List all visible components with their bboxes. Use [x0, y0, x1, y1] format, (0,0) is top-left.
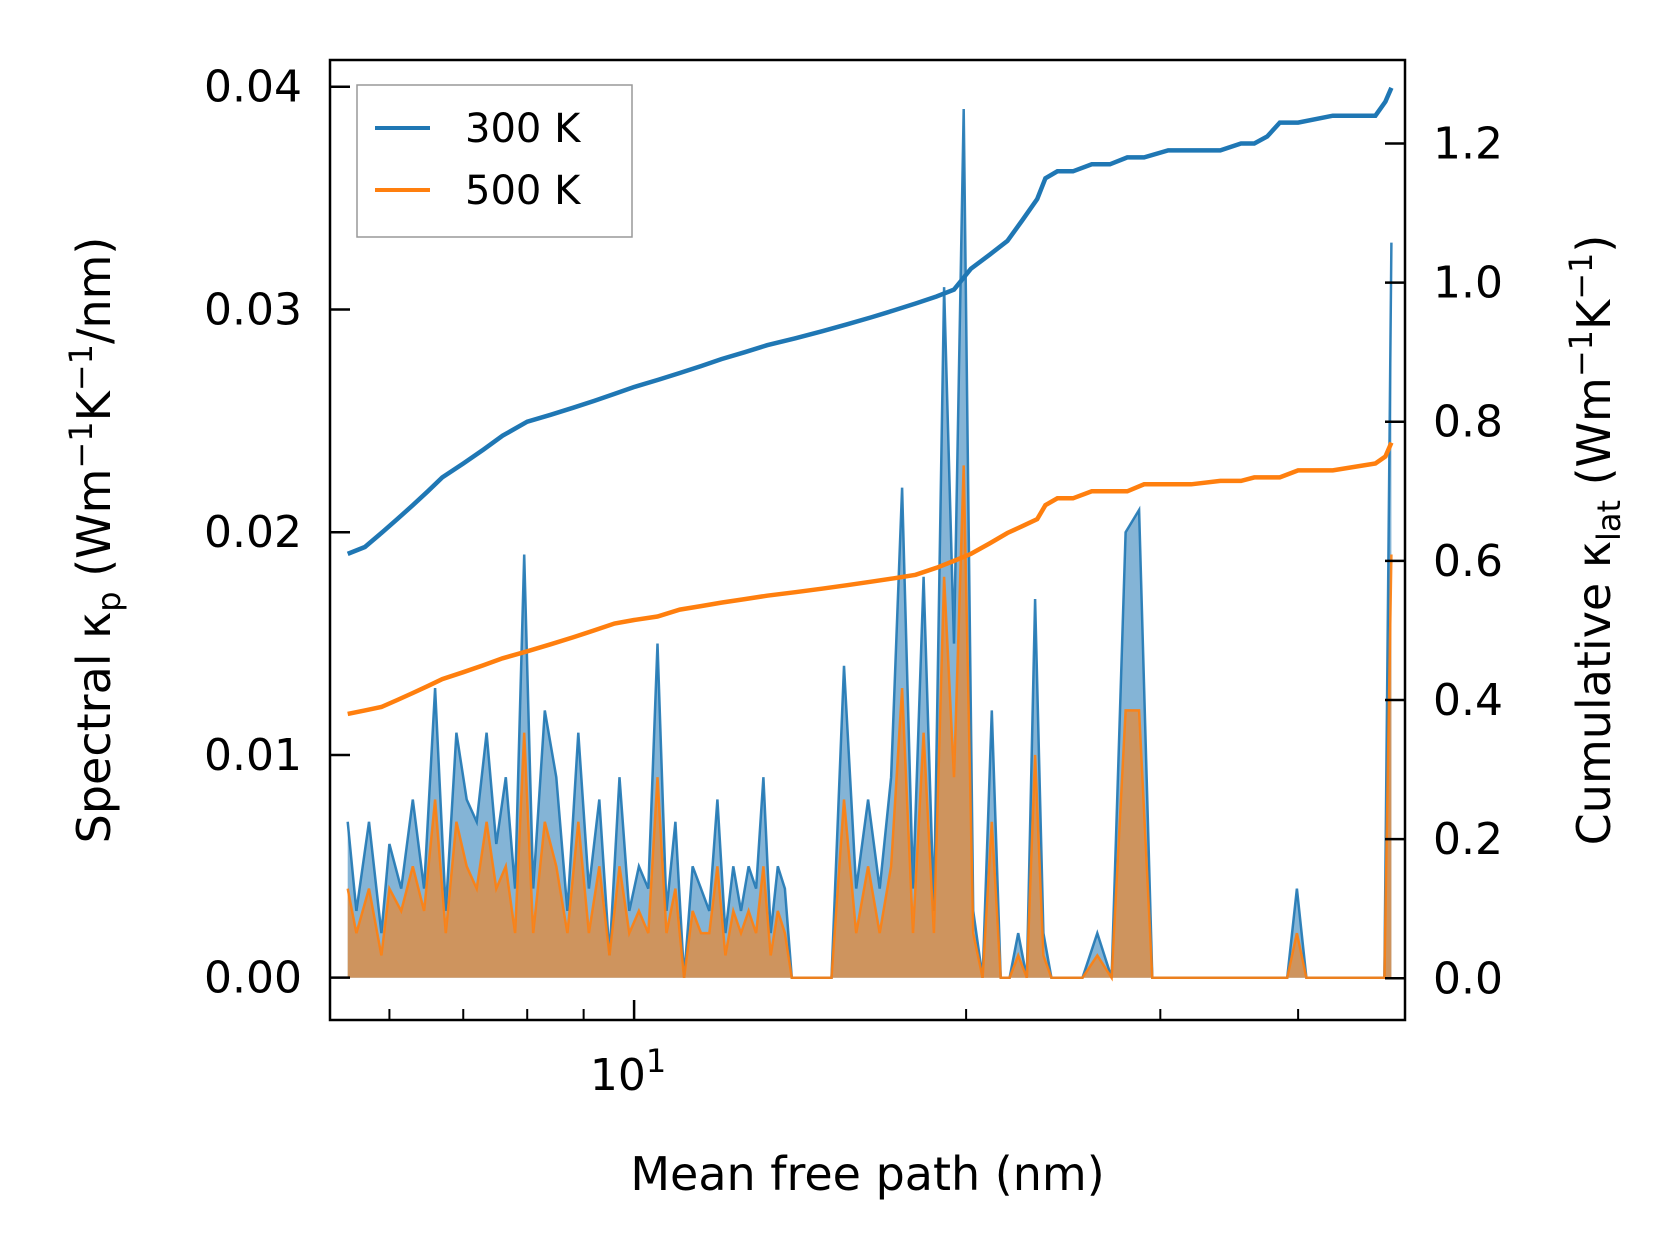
y-right-title-k: K [1567, 298, 1621, 330]
y-left-title-superscript-2: −1 [62, 344, 100, 391]
y-left-tick-label-0: 0.00 [204, 953, 302, 1004]
y-right-tick-label-6: 1.2 [1433, 118, 1503, 169]
x-tick-label-0: 101 [590, 1042, 666, 1101]
cumulative-line-1 [347, 441, 1394, 717]
y-right-tick-label-4: 0.8 [1433, 397, 1503, 448]
y-left-title-subscript: p [90, 591, 128, 611]
y-right-title-superscript-2: −1 [1562, 253, 1600, 300]
cumulative-line-0 [346, 86, 1394, 556]
y-axis-right-title: Cumulative κlat (Wm−1K−1) [1562, 235, 1628, 846]
y-right-title-main: Cumulative κ [1567, 541, 1621, 845]
y-left-tick-label-3: 0.03 [204, 284, 302, 335]
y-left-title-k: K [67, 389, 121, 421]
ticks-layer: 0.00 0.01 0.02 0.03 0.04 0.0 0.2 0.4 0.6 0.8 1.0 1.… [204, 62, 1503, 1101]
y-right-tick-label-5: 1.0 [1433, 258, 1503, 309]
spectral-line-1 [346, 465, 1393, 982]
legend-label-300k: 300 K [465, 106, 582, 152]
x-axis-title: Mean free path (nm) [630, 1147, 1104, 1201]
y-right-title-superscript-1: −1 [1562, 330, 1600, 377]
cumulative-layer [346, 86, 1394, 717]
legend: 300 K 500 K [356, 84, 633, 238]
y-left-tick-label-1: 0.01 [204, 730, 302, 781]
y-left-title-units-open: (Wm [67, 469, 121, 592]
legend-label-500k: 500 K [465, 168, 582, 214]
spectral-area-1 [347, 465, 1392, 978]
y-right-title-units-open: (Wm [1567, 377, 1621, 500]
legend-box [356, 84, 633, 238]
y-left-tick-label-2: 0.02 [204, 507, 302, 558]
y-axis-left-title: Spectral κp (Wm−1K−1/nm) [62, 237, 128, 844]
y-left-title-main: Spectral κ [67, 612, 121, 844]
spectral-layer [346, 108, 1393, 982]
y-left-tick-label-4: 0.04 [204, 62, 302, 113]
x-tick-label-base: 10 [590, 1050, 646, 1101]
y-left-title-superscript-1: −1 [62, 421, 100, 468]
y-right-title-units-close: ) [1567, 235, 1621, 253]
y-left-title-units-close: /nm) [67, 237, 121, 344]
y-right-tick-label-1: 0.2 [1433, 814, 1503, 865]
y-right-tick-label-0: 0.0 [1433, 953, 1503, 1004]
y-right-title-subscript: lat [1590, 500, 1628, 541]
y-right-tick-label-3: 0.6 [1433, 536, 1503, 587]
x-tick-label-exponent: 1 [646, 1042, 666, 1080]
y-right-tick-label-2: 0.4 [1433, 675, 1503, 726]
plot-frame [328, 58, 1407, 1022]
